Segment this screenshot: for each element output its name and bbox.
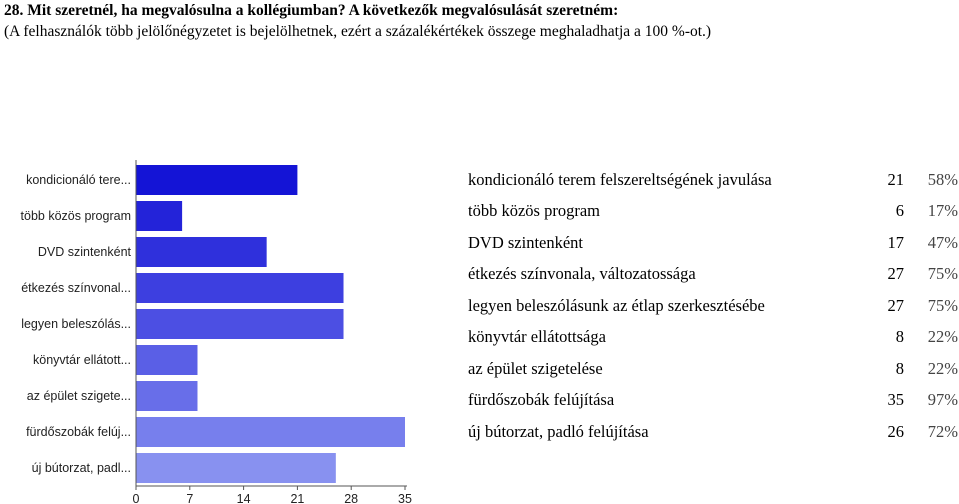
x-tick-label: 28 [344,492,358,504]
row-percent: 75% [927,295,958,315]
bar [136,345,198,375]
table-row: DVD szintenként 17 47% [468,227,958,259]
table-row: könyvtár ellátottsága 8 22% [468,322,958,354]
table-row: kondicionáló terem felszereltségének jav… [468,164,958,196]
category-label: DVD szintenként [38,245,132,259]
row-count: 8 [895,358,904,378]
row-label: könyvtár ellátottsága [468,327,606,347]
table-row: étkezés színvonala, változatossága 27 75% [468,259,958,291]
row-count: 26 [887,421,905,441]
question-subtitle: (A felhasználók több jelölőnégyzetet is … [4,23,712,40]
category-label: étkezés színvonal... [21,281,131,295]
table-row: fürdőszobák felújítása 35 97% [468,385,958,417]
row-percent: 17% [927,201,958,221]
category-label: könyvtár ellátott... [33,353,131,367]
row-count: 27 [887,295,905,315]
row-label: étkezés színvonala, változatossága [468,264,696,284]
x-tick-label: 7 [186,492,193,504]
row-percent: 58% [927,169,958,189]
category-label: több közös program [21,209,131,223]
x-tick-label: 21 [290,492,304,504]
row-label: az épület szigetelése [468,358,603,378]
bar [136,381,198,411]
x-tick-label: 14 [237,492,251,504]
row-label: új bútorzat, padló felújítása [468,421,649,441]
row-count: 8 [895,327,904,347]
category-label: az épület szigete... [27,389,131,403]
category-label: fürdőszobák felúj... [26,425,131,439]
row-percent: 22% [927,327,958,347]
bar [136,237,267,267]
row-percent: 22% [927,358,958,378]
bar [136,417,405,447]
bar [136,201,183,231]
bar [136,273,344,303]
table-row: új bútorzat, padló felújítása 26 72% [468,416,958,448]
table-row: több közös program 6 17% [468,196,958,228]
x-tick-label: 0 [133,492,140,504]
row-count: 6 [895,201,904,221]
row-percent: 47% [927,232,958,252]
table-row: legyen beleszólásunk az étlap szerkeszté… [468,290,958,322]
bar [136,453,336,483]
row-label: több közös program [468,201,600,221]
row-count: 17 [887,232,905,252]
row-label: kondicionáló terem felszereltségének jav… [468,169,772,189]
category-label: kondicionáló tere... [26,173,131,187]
row-count: 27 [887,264,905,284]
row-percent: 97% [927,390,958,410]
row-label: fürdőszobák felújítása [468,390,615,410]
question-title: 28. Mit szeretnél, ha megvalósulna a kol… [4,2,619,19]
bar [136,165,298,195]
bar-chart: kondicionáló tere... több közös program DV… [21,160,412,504]
row-label: DVD szintenként [468,232,584,252]
results-table: kondicionáló terem felszereltségének jav… [468,164,958,448]
row-percent: 72% [927,421,958,441]
x-tick-label: 35 [398,492,412,504]
bar [136,309,344,339]
table-row: az épület szigetelése 8 22% [468,353,958,385]
row-label: legyen beleszólásunk az étlap szerkeszté… [468,295,765,315]
row-count: 35 [887,390,905,410]
category-label: új bútorzat, padl... [32,461,131,475]
category-label: legyen beleszólás... [21,317,131,331]
row-count: 21 [887,169,905,189]
question-header: 28. Mit szeretnél, ha megvalósulna a kol… [4,0,954,42]
row-percent: 75% [927,264,958,284]
